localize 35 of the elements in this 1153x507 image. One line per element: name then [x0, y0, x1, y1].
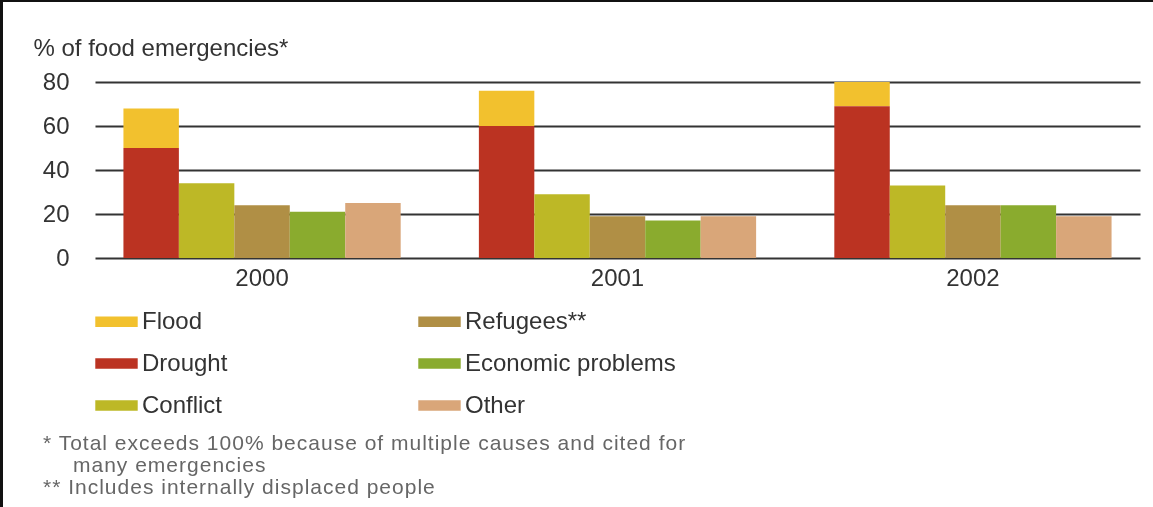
bar: [834, 82, 890, 107]
bar: [178, 183, 235, 258]
bar: [478, 126, 535, 258]
bar: [534, 194, 590, 258]
bar: [123, 108, 179, 148]
bar: [945, 205, 1001, 258]
legend-label: Drought: [142, 348, 228, 376]
legend-label: Economic problems: [465, 348, 676, 376]
x-tick-label: 2000: [235, 263, 289, 291]
bar: [834, 106, 890, 258]
y-tick-label: 40: [42, 155, 70, 183]
bar: [1056, 216, 1112, 258]
text: * Total exceeds 100% because of multiple causes and cited for many emergencies: [43, 431, 688, 476]
bar: [123, 148, 179, 258]
y-axis-title: % of food emergencies*: [33, 33, 289, 61]
x-tick-label: 2002: [946, 263, 1000, 291]
bar: [478, 90, 535, 126]
y-tick-label: 0: [56, 243, 70, 271]
y-tick-label: 20: [42, 199, 70, 227]
y-tick-label: 80: [42, 67, 70, 95]
bar: [234, 205, 290, 258]
legend-label: Flood: [142, 306, 203, 334]
bar: [345, 203, 401, 258]
legend-label: Other: [465, 390, 526, 418]
bar: [645, 220, 701, 258]
bar: [700, 216, 757, 258]
bar: [1000, 205, 1057, 258]
bar: [589, 216, 646, 258]
bar: [889, 185, 946, 258]
x-tick-label: 2001: [590, 263, 645, 291]
text: ** Includes internally displaced people: [43, 475, 437, 498]
bar: [289, 211, 346, 258]
legend-label: Conflict: [142, 390, 223, 418]
y-tick-label: 60: [42, 111, 70, 139]
legend-label: Refugees**: [465, 306, 587, 334]
